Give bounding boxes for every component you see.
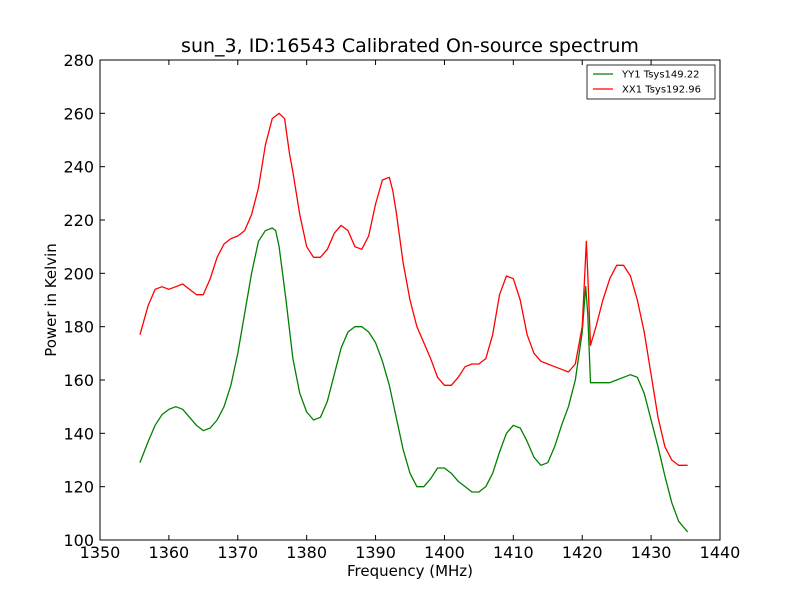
x-tick-label: 1380 [286, 543, 327, 562]
legend: YY1 Tsys149.22 XX1 Tsys192.96 [586, 64, 716, 100]
y-tick-label: 160 [63, 371, 94, 390]
x-tick-label: 1410 [493, 543, 534, 562]
x-tick-label: 1390 [355, 543, 396, 562]
y-axis: 100 120 140 160 180 200 220 240 260 280 [63, 51, 720, 550]
x-tick-label: 1400 [424, 543, 465, 562]
x-tick-label: 1360 [149, 543, 190, 562]
y-tick-label: 200 [63, 264, 94, 283]
legend-label-yy1: YY1 Tsys149.22 [621, 70, 700, 81]
x-tick-label: 1440 [700, 543, 741, 562]
x-tick-label: 1420 [562, 543, 603, 562]
y-tick-label: 240 [63, 158, 94, 177]
y-tick-label: 100 [63, 531, 94, 550]
y-tick-label: 140 [63, 424, 94, 443]
series-line-yy1 [139, 227, 689, 533]
legend-box [586, 64, 716, 100]
y-tick-label: 180 [63, 318, 94, 337]
x-tick-label: 1350 [80, 543, 121, 562]
x-axis: 1350 1360 1370 1380 1390 1400 1410 1420 1430 1440 [80, 60, 741, 562]
y-tick-label: 220 [63, 211, 94, 230]
x-axis-label: Frequency (MHz) [347, 562, 473, 580]
y-tick-label: 280 [63, 51, 94, 70]
y-tick-label: 120 [63, 478, 94, 497]
y-tick-label: 260 [63, 104, 94, 123]
legend-label-xx1: XX1 Tsys192.96 [622, 85, 701, 96]
series-line-xx1 [139, 112, 688, 466]
x-tick-label: 1430 [631, 543, 672, 562]
x-tick-label: 1370 [217, 543, 258, 562]
y-axis-label: Power in Kelvin [42, 243, 60, 357]
chart-title: sun_3, ID:16543 Calibrated On-source spe… [181, 35, 639, 57]
series-layer [139, 112, 689, 533]
plot-frame [99, 59, 721, 541]
